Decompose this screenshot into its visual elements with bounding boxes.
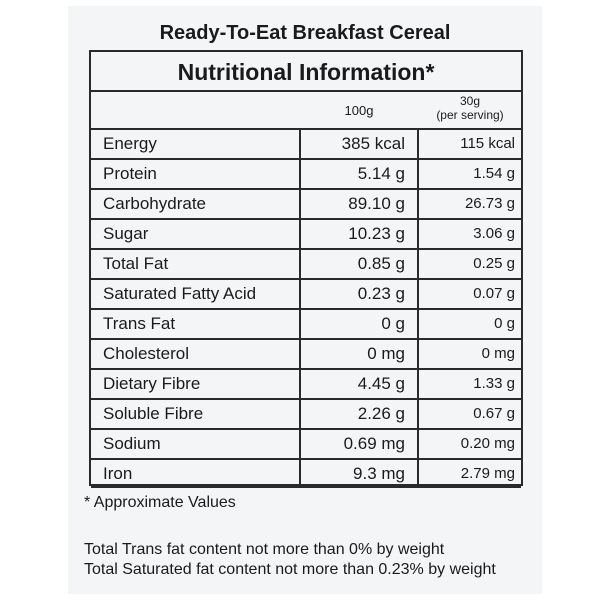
saturated-fat-note: Total Saturated fat content not more tha…	[84, 561, 496, 578]
column-per-serving-label: (per serving)	[436, 108, 504, 122]
value-per-serving: 0 mg	[481, 345, 515, 362]
value-per-serving: 115 kcal	[460, 135, 515, 152]
trans-fat-note: Total Trans fat content not more than 0%…	[84, 541, 445, 558]
nutrient-name: Carbohydrate	[91, 190, 301, 218]
table-row: Sodium 0.69 mg 0.20 mg	[91, 428, 521, 458]
nutrient-name: Iron	[91, 460, 301, 488]
column-header-per-serving: 30g (per serving)	[419, 94, 521, 132]
table-heading: Nutritional Information*	[91, 52, 521, 92]
table-row: Trans Fat 0 g 0 g	[91, 308, 521, 338]
value-per-serving: 26.73 g	[464, 195, 515, 212]
nutrient-name: Cholesterol	[91, 340, 301, 368]
nutrient-name: Sugar	[91, 220, 301, 248]
nutrient-name: Saturated Fatty Acid	[91, 280, 301, 308]
value-per-100g: 0 g	[301, 310, 419, 338]
table-row: Energy 385 kcal 115 kcal	[91, 128, 521, 158]
nutrition-label: Ready-To-Eat Breakfast Cereal Nutritiona…	[68, 6, 542, 594]
value-per-serving: 0.07 g	[473, 285, 515, 302]
value-per-serving: 1.33 g	[473, 375, 515, 392]
table-row: Dietary Fibre 4.45 g 1.33 g	[91, 368, 521, 398]
value-per-serving: 2.79 mg	[460, 465, 515, 482]
value-per-100g: 4.45 g	[301, 370, 419, 398]
table-row: Sugar 10.23 g 3.06 g	[91, 218, 521, 248]
value-per-serving: 0 g	[494, 315, 515, 332]
footnote: * Approximate Values	[84, 494, 236, 511]
value-per-100g: 0.85 g	[301, 250, 419, 278]
value-per-100g: 2.26 g	[301, 400, 419, 428]
fat-notes: Total Trans fat content not more than 0%…	[84, 540, 496, 580]
table-row: Iron 9.3 mg 2.79 mg	[91, 458, 521, 488]
value-per-serving: 0.25 g	[473, 255, 515, 272]
table-row: Cholesterol 0 mg 0 mg	[91, 338, 521, 368]
table-row: Total Fat 0.85 g 0.25 g	[91, 248, 521, 278]
nutrient-name: Trans Fat	[91, 310, 301, 338]
column-100g-label: 100g	[344, 103, 374, 118]
table-row: Saturated Fatty Acid 0.23 g 0.07 g	[91, 278, 521, 308]
value-per-100g: 9.3 mg	[301, 460, 419, 488]
nutrient-name: Soluble Fibre	[91, 400, 301, 428]
table-row: Soluble Fibre 2.26 g 0.67 g	[91, 398, 521, 428]
value-per-100g: 10.23 g	[301, 220, 419, 248]
value-per-serving: 0.20 mg	[460, 435, 515, 452]
value-per-serving: 0.67 g	[473, 405, 515, 422]
nutrient-name: Energy	[91, 130, 301, 158]
value-per-100g: 0.69 mg	[301, 430, 419, 458]
nutrient-name: Total Fat	[91, 250, 301, 278]
value-per-serving: 1.54 g	[473, 165, 515, 182]
value-per-100g: 0 mg	[301, 340, 419, 368]
nutrient-rows: Energy 385 kcal 115 kcal Protein 5.14 g …	[91, 128, 521, 488]
column-header-100g: 100g	[301, 104, 417, 142]
value-per-serving: 3.06 g	[473, 225, 515, 242]
value-per-100g: 385 kcal	[301, 130, 419, 158]
table-row: Protein 5.14 g 1.54 g	[91, 158, 521, 188]
value-per-100g: 0.23 g	[301, 280, 419, 308]
column-30g-label: 30g	[459, 94, 481, 108]
product-title: Ready-To-Eat Breakfast Cereal	[159, 22, 451, 44]
table-row: Carbohydrate 89.10 g 26.73 g	[91, 188, 521, 218]
value-per-100g: 89.10 g	[301, 190, 419, 218]
nutrition-table: Nutritional Information* 100g 30g (per s…	[89, 50, 523, 488]
nutrient-name: Protein	[91, 160, 301, 188]
value-per-100g: 5.14 g	[301, 160, 419, 188]
nutrient-name: Dietary Fibre	[91, 370, 301, 398]
nutrient-name: Sodium	[91, 430, 301, 458]
